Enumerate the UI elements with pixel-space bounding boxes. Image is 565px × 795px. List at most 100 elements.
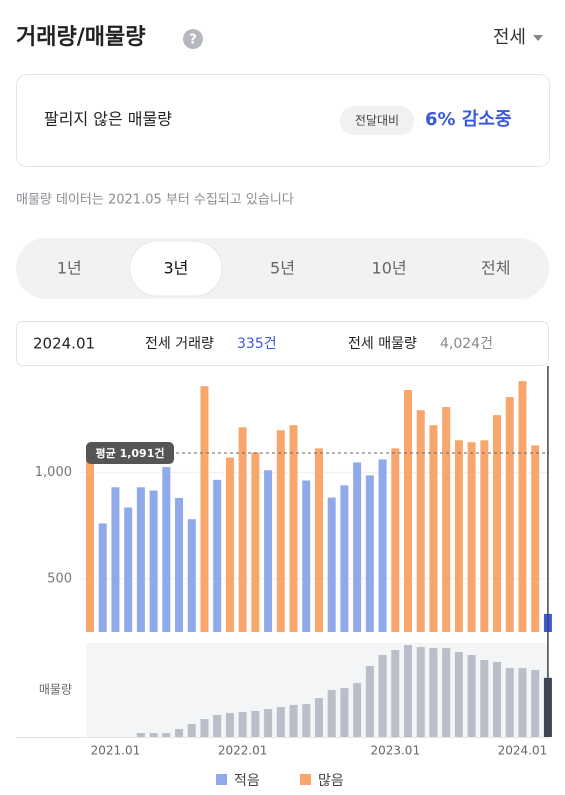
bar[interactable] [505, 397, 514, 632]
listing-bar[interactable] [454, 652, 463, 737]
listing-bar[interactable] [353, 683, 362, 737]
listing-bar[interactable] [429, 648, 438, 737]
bar[interactable] [480, 440, 489, 632]
bar[interactable] [276, 430, 285, 632]
tab[interactable]: 전체 [481, 259, 510, 278]
listing-bar[interactable] [289, 704, 298, 737]
bar[interactable] [175, 497, 184, 632]
tooltip-label: 전세 매물량 [348, 336, 417, 352]
dropdown[interactable]: 전세 [493, 27, 526, 48]
listing-bar[interactable] [251, 710, 260, 737]
bar[interactable] [200, 386, 209, 632]
note: 매물량 데이터는 2021.05 부터 수집되고 있습니다 [16, 193, 294, 208]
listing-bar[interactable] [213, 714, 222, 737]
listing-bar[interactable] [467, 654, 476, 737]
summary-card [16, 74, 550, 167]
tooltip-label: 전세 거래량 [145, 336, 214, 352]
tooltip [16, 321, 549, 366]
listing-bar[interactable] [404, 645, 412, 737]
bar[interactable] [531, 445, 540, 632]
bar[interactable] [353, 462, 362, 632]
bar[interactable] [518, 381, 527, 632]
listing-bar[interactable] [314, 698, 323, 737]
bar[interactable] [187, 519, 196, 632]
bar[interactable] [251, 452, 260, 632]
bar[interactable] [340, 485, 349, 632]
tooltip-value: 335건 [237, 336, 277, 352]
listings-label: 매물량 [39, 683, 72, 697]
legend-label: 적음 [234, 773, 260, 789]
tab[interactable]: 1년 [57, 259, 82, 278]
listing-bar[interactable] [531, 669, 540, 737]
badge-text: 전달대비 [355, 114, 399, 128]
bar[interactable] [264, 470, 273, 632]
bar[interactable] [136, 487, 145, 632]
listing-bar[interactable] [238, 712, 247, 737]
bar[interactable] [327, 497, 336, 632]
tab[interactable]: 3년 [163, 259, 188, 278]
bar[interactable] [365, 475, 374, 632]
tab[interactable]: 10년 [372, 259, 407, 278]
help-icon[interactable] [183, 29, 203, 49]
listing-bar[interactable] [365, 666, 374, 737]
average-label: 평균 1,091건 [96, 446, 165, 460]
bar[interactable] [98, 523, 107, 632]
bar[interactable] [493, 415, 502, 632]
listing-bar[interactable] [162, 733, 171, 737]
listing-bar[interactable] [175, 729, 184, 737]
bar[interactable] [149, 490, 158, 632]
bar[interactable] [314, 448, 323, 632]
listing-bar[interactable] [480, 659, 489, 737]
tab-selected [129, 240, 223, 297]
listing-bar[interactable] [391, 649, 400, 737]
average-badge [86, 442, 174, 465]
tab[interactable]: 5년 [270, 259, 295, 278]
bar[interactable] [86, 448, 94, 632]
x-tick-label: 2021.01 [91, 744, 141, 758]
listing-bar[interactable] [340, 688, 349, 737]
x-tick-label: 2023.01 [370, 744, 420, 758]
listing-bar[interactable] [416, 647, 425, 737]
tooltip-date: 2024.01 [33, 335, 95, 353]
bar[interactable] [416, 410, 425, 632]
summary-change: 6% 감소중 [425, 109, 512, 130]
listing-bar[interactable] [276, 707, 285, 737]
bar[interactable] [467, 442, 476, 632]
listing-bar[interactable] [200, 719, 209, 737]
bar[interactable] [225, 457, 234, 632]
legend-swatch [216, 774, 227, 785]
y-tick-label: 500 [47, 571, 72, 586]
bar[interactable] [124, 507, 133, 632]
bar[interactable] [429, 425, 438, 632]
x-tick-label: 2022.01 [218, 744, 268, 758]
legend-label: 많음 [318, 773, 344, 789]
bar[interactable] [213, 479, 222, 632]
bar[interactable] [454, 440, 463, 632]
bar[interactable] [442, 407, 451, 632]
title: 거래량/매물량 [16, 25, 145, 50]
bar[interactable] [162, 467, 171, 632]
listing-bar[interactable] [149, 733, 158, 737]
listing-bar[interactable] [505, 668, 514, 737]
bar[interactable] [391, 448, 400, 632]
listing-bar[interactable] [264, 709, 273, 737]
bar[interactable] [378, 459, 387, 632]
bar[interactable] [111, 487, 120, 632]
listing-bar[interactable] [225, 713, 234, 737]
bar[interactable] [302, 480, 311, 632]
bar[interactable] [289, 425, 298, 632]
bar[interactable] [238, 427, 247, 632]
listing-bar[interactable] [302, 704, 311, 737]
dropdown-caret [533, 35, 543, 41]
listing-bar[interactable] [327, 689, 336, 737]
listing-bar[interactable] [378, 654, 387, 737]
listing-bar[interactable] [493, 662, 502, 737]
listing-bar[interactable] [518, 668, 527, 737]
summary-label: 팔리지 않은 매물량 [44, 110, 172, 129]
listing-bar[interactable] [136, 733, 145, 737]
help-glyph: ? [189, 33, 197, 48]
listing-bar[interactable] [442, 648, 451, 737]
listing-bar[interactable] [187, 724, 196, 737]
bar[interactable] [404, 390, 412, 632]
